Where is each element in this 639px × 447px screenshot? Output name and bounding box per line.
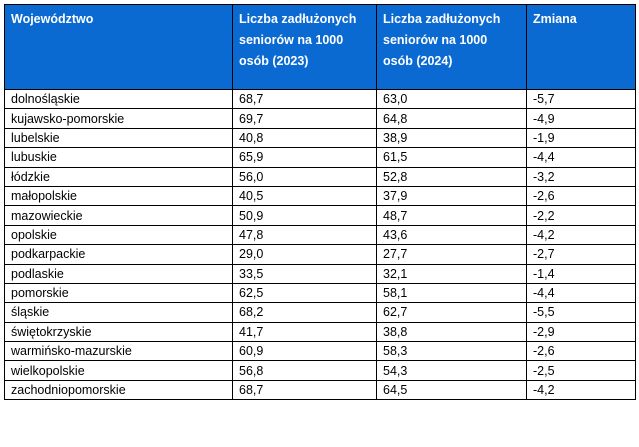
table-row: śląskie 68,2 62,7 -5,5 [4, 302, 636, 323]
cell-change: -1,9 [526, 127, 636, 149]
cell-region: wielkopolskie [4, 360, 233, 381]
cell-2024: 54,3 [376, 360, 527, 381]
cell-region: kujawsko-pomorskie [4, 108, 233, 129]
table-row: opolskie 47,8 43,6 -4,2 [4, 224, 636, 246]
cell-2024: 64,8 [376, 108, 527, 129]
cell-change: -2,6 [526, 341, 636, 362]
cell-2024: 38,9 [376, 127, 527, 149]
cell-change: -2,7 [526, 244, 636, 265]
table-row: kujawsko-pomorskie 69,7 64,8 -4,9 [4, 108, 636, 129]
cell-region: pomorskie [4, 282, 233, 304]
header-wojewodztwo: Województwo [4, 4, 233, 90]
cell-2024: 48,7 [376, 205, 527, 226]
header-2023: Liczba zadłużonych seniorów na 1000 osób… [232, 4, 377, 90]
cell-region: śląskie [4, 302, 233, 323]
cell-change: -3,2 [526, 166, 636, 187]
cell-2023: 56,8 [232, 360, 377, 381]
cell-change: -5,5 [526, 302, 636, 323]
cell-2023: 41,7 [232, 321, 377, 343]
cell-change: -1,4 [526, 263, 636, 284]
cell-2024: 37,9 [376, 185, 527, 207]
table-row: łódzkie 56,0 52,8 -3,2 [4, 166, 636, 187]
table-row: małopolskie 40,5 37,9 -2,6 [4, 185, 636, 207]
cell-2024: 58,1 [376, 282, 527, 304]
header-2024: Liczba zadłużonych seniorów na 1000 osób… [376, 4, 527, 90]
cell-2024: 32,1 [376, 263, 527, 284]
cell-2024: 58,3 [376, 341, 527, 362]
table-body: dolnośląskie 68,7 63,0 -5,7 kujawsko-pomorsk… [4, 88, 636, 401]
cell-change: -5,7 [526, 88, 636, 110]
cell-2023: 56,0 [232, 166, 377, 187]
cell-2023: 33,5 [232, 263, 377, 284]
cell-change: -4,4 [526, 147, 636, 168]
header-row: Województwo Liczba zadłużonych seniorów … [4, 4, 636, 90]
cell-change: -4,4 [526, 282, 636, 304]
cell-2024: 27,7 [376, 244, 527, 265]
data-table: Województwo Liczba zadłużonych seniorów … [4, 4, 636, 401]
cell-region: lubelskie [4, 127, 233, 149]
cell-change: -2,5 [526, 360, 636, 381]
header-zmiana: Zmiana [526, 4, 636, 90]
cell-2023: 65,9 [232, 147, 377, 168]
table-row: podlaskie 33,5 32,1 -1,4 [4, 263, 636, 284]
cell-region: dolnośląskie [4, 88, 233, 110]
cell-region: mazowieckie [4, 205, 233, 226]
cell-change: -4,2 [526, 379, 636, 401]
cell-region: opolskie [4, 224, 233, 246]
table-row: zachodniopomorskie 68,7 64,5 -4,2 [4, 379, 636, 401]
cell-2023: 29,0 [232, 244, 377, 265]
cell-2023: 40,5 [232, 185, 377, 207]
table-row: mazowieckie 50,9 48,7 -2,2 [4, 205, 636, 226]
table-row: dolnośląskie 68,7 63,0 -5,7 [4, 88, 636, 110]
cell-2023: 69,7 [232, 108, 377, 129]
cell-2023: 50,9 [232, 205, 377, 226]
table-row: lubelskie 40,8 38,9 -1,9 [4, 127, 636, 149]
table-container: Województwo Liczba zadłużonych seniorów … [4, 4, 636, 401]
cell-2024: 64,5 [376, 379, 527, 401]
cell-region: świętokrzyskie [4, 321, 233, 343]
cell-2023: 47,8 [232, 224, 377, 246]
table-row: pomorskie 62,5 58,1 -4,4 [4, 282, 636, 304]
cell-2024: 38,8 [376, 321, 527, 343]
cell-2023: 62,5 [232, 282, 377, 304]
cell-region: podlaskie [4, 263, 233, 284]
cell-region: lubuskie [4, 147, 233, 168]
cell-region: podkarpackie [4, 244, 233, 265]
cell-2023: 68,2 [232, 302, 377, 323]
cell-2023: 60,9 [232, 341, 377, 362]
cell-2024: 62,7 [376, 302, 527, 323]
cell-region: warmińsko-mazurskie [4, 341, 233, 362]
table-row: świętokrzyskie 41,7 38,8 -2,9 [4, 321, 636, 343]
cell-change: -2,9 [526, 321, 636, 343]
table-row: podkarpackie 29,0 27,7 -2,7 [4, 244, 636, 265]
cell-region: zachodniopomorskie [4, 379, 233, 401]
cell-2024: 52,8 [376, 166, 527, 187]
cell-region: łódzkie [4, 166, 233, 187]
cell-2023: 68,7 [232, 88, 377, 110]
cell-change: -4,9 [526, 108, 636, 129]
cell-change: -4,2 [526, 224, 636, 246]
table-row: wielkopolskie 56,8 54,3 -2,5 [4, 360, 636, 381]
cell-change: -2,2 [526, 205, 636, 226]
cell-2024: 43,6 [376, 224, 527, 246]
table-row: lubuskie 65,9 61,5 -4,4 [4, 147, 636, 168]
cell-region: małopolskie [4, 185, 233, 207]
cell-2024: 61,5 [376, 147, 527, 168]
cell-2023: 40,8 [232, 127, 377, 149]
cell-change: -2,6 [526, 185, 636, 207]
cell-2023: 68,7 [232, 379, 377, 401]
cell-2024: 63,0 [376, 88, 527, 110]
table-header: Województwo Liczba zadłużonych seniorów … [4, 4, 636, 90]
table-row: warmińsko-mazurskie 60,9 58,3 -2,6 [4, 341, 636, 362]
